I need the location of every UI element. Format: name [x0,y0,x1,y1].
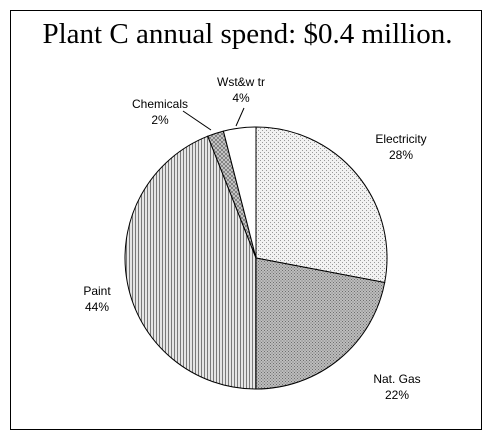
pie-slice-electricity [255,126,388,284]
slice-label: Wst&w tr [217,75,265,89]
slice-label: Electricity [375,132,426,146]
slice-label: Paint [83,284,111,298]
leader-line [182,110,212,131]
chart-title: Plant C annual spend: $0.4 million. [42,18,453,50]
slice-value-label: 28% [389,148,413,162]
pie-slice-paint [124,135,257,390]
leader-line [235,107,245,127]
slice-value-label: 2% [151,113,169,127]
slice-value-label: 44% [85,300,109,314]
slice-label: Nat. Gas [373,372,420,386]
pie-slice-wst-w-tr [222,126,257,259]
slice-label: Chemicals [132,97,188,111]
slice-value-label: 22% [385,388,409,402]
slice-value-label: 4% [232,91,250,105]
pie-slice-nat-gas [255,257,386,390]
